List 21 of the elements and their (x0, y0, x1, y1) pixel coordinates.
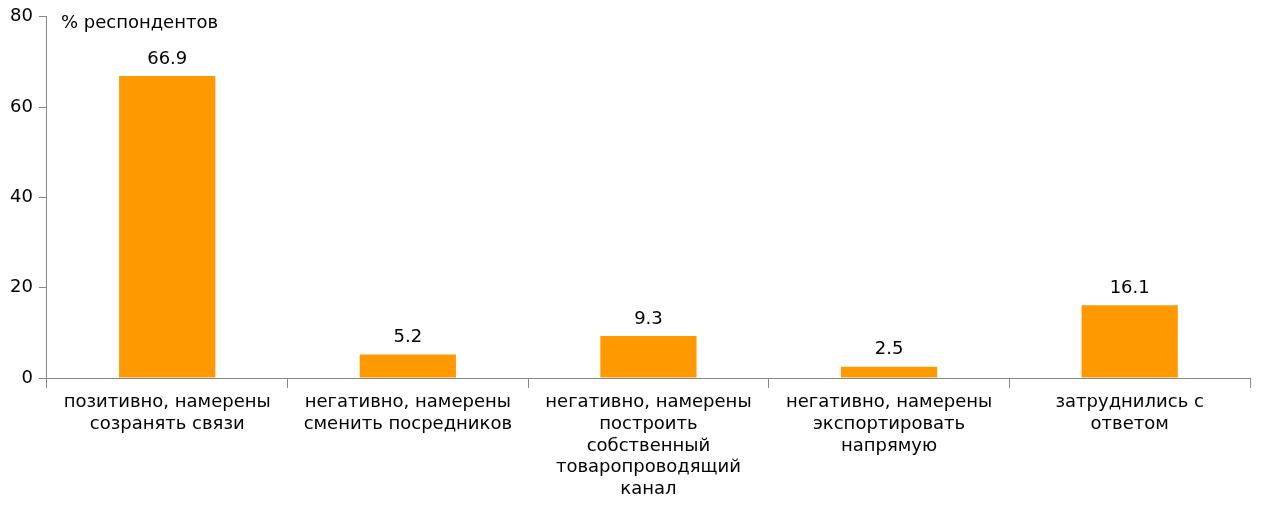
x-tick-label: затруднились с ответом (1055, 390, 1204, 434)
data-label: 66.9 (147, 46, 188, 68)
bar (1081, 305, 1178, 378)
y-tick-label: 20 (10, 275, 33, 297)
y-tick-label: 60 (10, 94, 33, 116)
data-label: 9.3 (634, 306, 663, 328)
x-tick-label: негативно, намерены построить собственный товаропроводящий канал (545, 390, 752, 498)
x-tick-label: негативно, намерены сменить посредников (303, 390, 513, 434)
y-tick-label: 80 (10, 4, 33, 26)
y-axis-title: % респондентов (60, 11, 219, 33)
data-label: 2.5 (874, 337, 904, 359)
x-tick-label: негативно, намерены экспортировать напрямую (785, 390, 993, 455)
y-tick-label: 0 (21, 365, 33, 387)
data-label: 16.1 (1109, 275, 1150, 297)
bar (840, 366, 938, 378)
bar (600, 336, 697, 378)
y-tick-label: 40 (10, 185, 33, 207)
x-tick-label: позитивно, намерены созранять связи (63, 390, 271, 434)
bar (359, 354, 456, 378)
bar (119, 75, 216, 378)
data-label: 5.2 (393, 325, 423, 347)
